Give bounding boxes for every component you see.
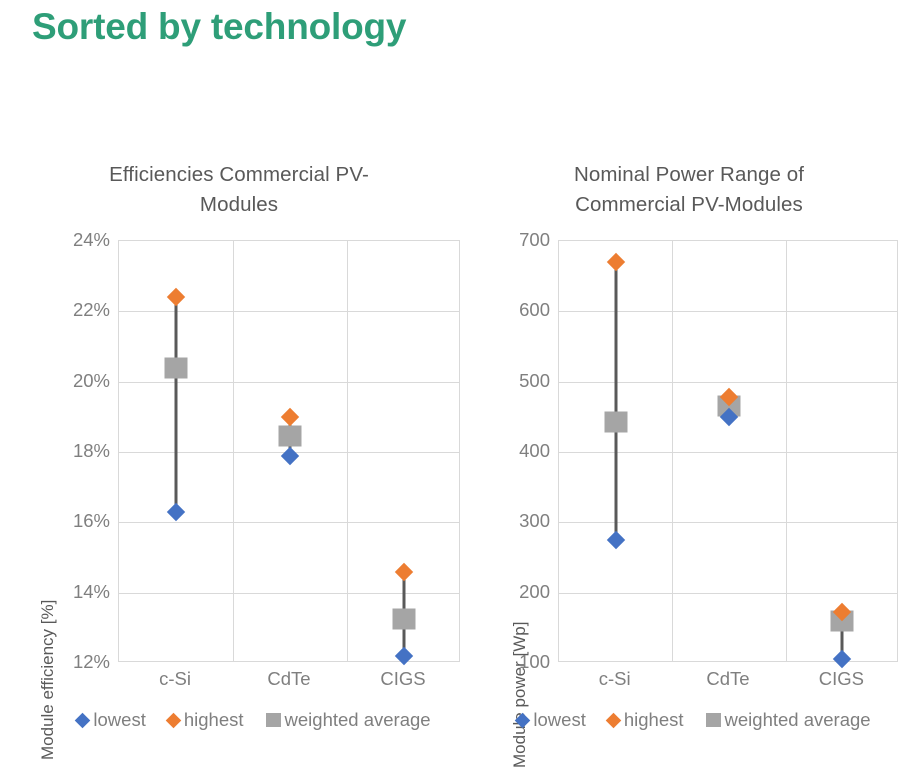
marker-lowest[interactable] [833,650,852,669]
legend-label-weighted-average: weighted average [724,709,871,730]
lowest-diamond-icon [515,712,531,728]
x-axis-tick-label: c-Si [598,668,631,689]
chart-title-line-1: Nominal Power Range of [573,163,805,186]
y-axis-tick-label: 18% [72,440,110,461]
gridline-horizontal [559,452,897,453]
marker-highest[interactable] [166,288,186,307]
y-axis-tick-label: 500 [519,369,550,391]
legend-label-weighted-average: weighted average [284,709,431,730]
marker-highest[interactable] [606,252,625,272]
marker-highest[interactable] [394,562,414,581]
marker-highest[interactable] [280,407,300,427]
y-axis-tick-label: 700 [519,229,550,250]
marker-weighted-average[interactable] [392,608,416,630]
y-axis-tick-label: 100 [519,651,550,672]
x-axis-tick-label: CdTe [267,668,311,689]
gridline-horizontal [119,381,459,383]
x-axis-tick-label: CdTe [706,668,750,689]
legend-item-lowest[interactable]: lowest [75,709,146,731]
y-axis-tick-label: 600 [519,299,550,321]
marker-lowest[interactable] [606,530,625,550]
x-axis-ticks-power: c-Si CdTe CIGS [558,668,900,698]
gridline-horizontal [119,592,459,594]
marker-weighted-average[interactable] [604,411,628,433]
y-axis-tick-label: 400 [519,440,550,461]
marker-lowest[interactable] [166,502,186,521]
y-axis-tick-label: 24% [72,229,110,250]
gridline-horizontal [559,381,897,383]
y-axis-ticks-efficiency: 12% 14% 16% 18% 20% 22% 24% [44,229,110,672]
chart-title-efficiencies: Efficiencies Commercial PV- Modules [50,160,428,220]
chart-title-line-2: Commercial PV-Modules [575,193,803,216]
gridline-horizontal [559,592,897,594]
y-axis-tick-label: 16% [72,510,110,532]
x-axis-tick-label: CIGS [380,668,426,689]
marker-weighted-average[interactable] [278,425,302,447]
legend-item-highest[interactable]: highest [165,709,244,731]
legend-label-lowest: lowest [93,709,146,730]
y-axis-tick-label: 20% [72,369,110,391]
gridline-horizontal [119,311,459,313]
y-axis-tick-label: 22% [72,299,110,321]
range-connector-line [614,262,618,540]
gridline-vertical [233,241,234,661]
legend-label-highest: highest [183,709,244,730]
gridline-horizontal [559,522,897,524]
gridline-vertical [347,241,348,661]
plot-area-efficiency [118,240,460,666]
page-title: Sorted by technology [32,6,407,47]
marker-lowest[interactable] [280,446,300,465]
marker-lowest[interactable] [394,646,414,666]
legend-power: lowest highest weighted average [484,705,904,735]
range-connector-line [840,612,844,660]
gridline-horizontal [559,311,897,313]
lowest-diamond-icon [75,712,91,728]
chart-title-line-1: Efficiencies Commercial PV- [109,163,369,186]
gridline-horizontal [119,522,459,524]
range-connector-line [174,297,178,512]
marker-weighted-average[interactable] [164,357,188,379]
y-axis-tick-label: 300 [519,510,550,532]
legend-label-highest: highest [623,709,684,730]
legend-efficiency: lowest highest weighted average [44,705,464,735]
x-axis-tick-label: c-Si [159,668,191,689]
highest-diamond-icon [165,712,182,728]
legend-item-weighted-average[interactable]: weighted average [705,709,871,731]
x-axis-ticks-efficiency: c-Si CdTe CIGS [118,668,460,698]
x-axis-tick-label: CIGS [818,668,864,689]
y-axis-ticks-power: 100 200 300 400 500 600 700 [484,229,550,672]
legend-item-weighted-average[interactable]: weighted average [265,709,431,731]
weighted-average-square-icon [265,713,281,727]
gridline-vertical [785,241,787,661]
legend-item-highest[interactable]: highest [605,709,684,731]
legend-label-lowest: lowest [533,709,586,730]
chart-title-line-2: Modules [199,193,279,216]
gridline-vertical [672,241,674,661]
weighted-average-square-icon [705,713,721,727]
y-axis-tick-label: 14% [72,580,110,602]
chart-title-nominal-power: Nominal Power Range of Commercial PV-Mod… [500,160,878,220]
y-axis-tick-label: 200 [519,580,550,602]
plot-area-power [558,240,898,669]
highest-diamond-icon [605,712,622,728]
legend-item-lowest[interactable]: lowest [515,709,586,731]
y-axis-tick-label: 12% [72,651,110,672]
